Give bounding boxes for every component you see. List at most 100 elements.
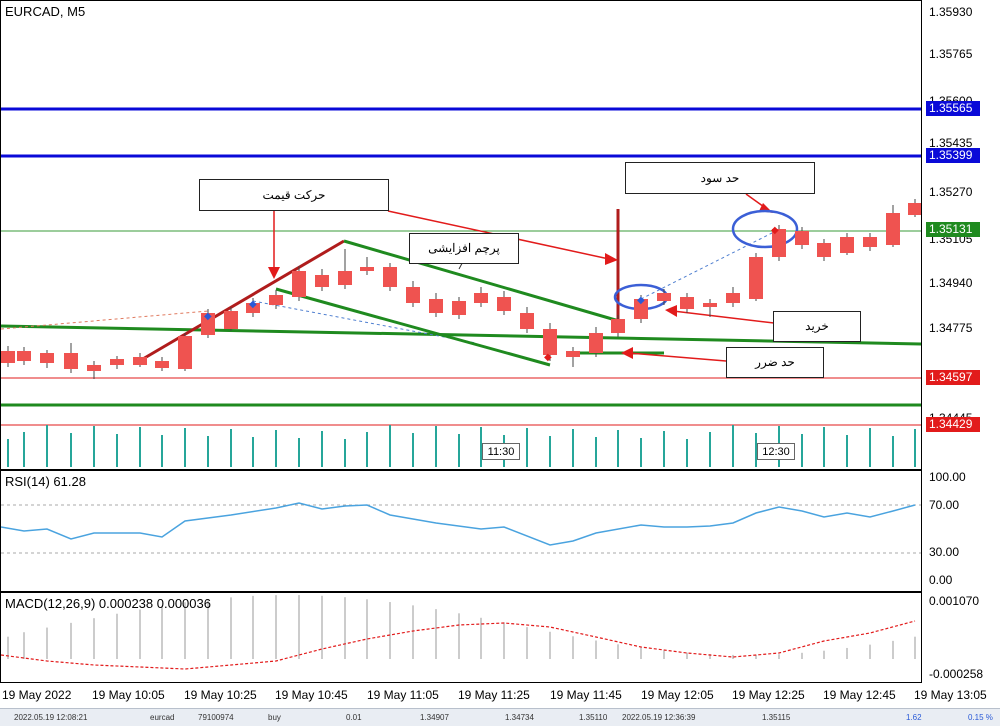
time-label: 19 May 10:25: [184, 688, 257, 702]
flag-upper-line: [343, 239, 620, 323]
volume-bar: [321, 431, 323, 467]
candle-body: [178, 336, 192, 369]
status-percent: 0.15 %: [968, 713, 993, 722]
candle-body: [611, 319, 625, 333]
candle-body: [863, 237, 877, 247]
volume-bar: [617, 430, 619, 467]
macd-title: MACD(12,26,9) 0.000238 0.000036: [5, 596, 211, 611]
candle-body: [726, 293, 740, 303]
time-label: 19 May 2022: [2, 688, 72, 702]
candle-body: [817, 243, 831, 257]
volume-bar: [914, 429, 916, 467]
volume-bar: [275, 430, 277, 467]
status-sl: 1.34734: [505, 713, 534, 722]
volume-bar: [892, 436, 894, 467]
macd-tick: -0.000258: [929, 667, 984, 681]
volume-bar: [480, 427, 482, 467]
volume-bar: [46, 425, 48, 467]
price-tick: 1.35930: [929, 5, 973, 19]
trade-line-current: [640, 230, 777, 300]
price-tag-stop: 1.34597: [926, 370, 980, 385]
price-tag-resistance-upper: 1.35565: [926, 101, 980, 116]
candle-body: [64, 353, 78, 369]
volume-bar: [435, 426, 437, 467]
status-profit: 1.62: [906, 713, 922, 722]
price-tick: 1.35270: [929, 185, 973, 199]
rsi-canvas: [1, 502, 921, 554]
status-open-time: 2022.05.19 12:08:21: [14, 713, 88, 722]
volume-bar: [526, 428, 528, 467]
candle-body: [201, 313, 215, 335]
volume-bar: [207, 436, 209, 467]
candle-body: [383, 267, 397, 287]
volume-bar: [93, 426, 95, 467]
volume-bar: [252, 437, 254, 467]
arrow-stop-loss: [628, 352, 727, 362]
candle-body: [497, 297, 511, 311]
candle-body: [886, 213, 900, 245]
candle-body: [840, 237, 854, 253]
volume-bar: [869, 428, 871, 467]
arrow-buy: [672, 310, 775, 324]
trade-status-bar[interactable]: 2022.05.19 12:08:21 eurcad 79100974 buy …: [0, 708, 1000, 726]
volume-bar: [709, 432, 711, 467]
price-tick: 1.35435: [929, 136, 973, 150]
take-profit-ellipse: [731, 209, 799, 249]
candle-body: [795, 231, 809, 245]
volume-bar: [686, 439, 688, 467]
candle-body: [634, 299, 648, 319]
candle-body: [1, 351, 15, 363]
time-label: 19 May 10:05: [92, 688, 165, 702]
callout-take-profit: حد سود: [625, 162, 815, 194]
candle-body: [269, 295, 283, 305]
macd-canvas: [1, 595, 916, 670]
volume-bar: [298, 438, 300, 467]
status-close-time: 2022.05.19 12:36:39: [622, 713, 696, 722]
price-tag-resistance-lower: 1.35399: [926, 148, 980, 163]
candle-body: [908, 203, 921, 215]
macd-tick: 0.001070: [929, 594, 980, 608]
candle-body: [566, 351, 580, 357]
time-label: 19 May 10:45: [275, 688, 348, 702]
candle-body: [543, 329, 557, 355]
price-tag-take-profit: 1.35131: [926, 222, 980, 237]
volume-bar: [595, 437, 597, 467]
price-axis[interactable]: 1.35930 1.35765 1.35600 1.35435 1.35270 …: [922, 0, 1000, 470]
volume-bar: [755, 433, 757, 467]
candle-body: [315, 275, 329, 287]
callout-bull-flag: پرچم افزایشی: [409, 233, 519, 264]
macd-panel[interactable]: MACD(12,26,9) 0.000238 0.000036: [0, 592, 922, 683]
rsi-panel[interactable]: RSI(14) 61.28: [0, 470, 922, 592]
flagpole-line: [135, 239, 345, 365]
volume-bar: [366, 432, 368, 467]
price-chart-panel[interactable]: ◆ ◆ ◆ ◆ ◆ EURCAD, M5 حرکت قیمت پرچم افزا…: [0, 0, 922, 470]
callout-stop-loss: حد ضرر: [726, 347, 824, 378]
candle-body: [703, 303, 717, 307]
time-label: 19 May 12:05: [641, 688, 714, 702]
price-tag-bid: 1.34429: [926, 417, 980, 432]
rsi-axis: 100.00 70.00 30.00 0.00: [922, 470, 1000, 592]
time-label: 19 May 13:05: [914, 688, 987, 702]
candle-body: [360, 267, 374, 271]
flag-lower-line: [275, 287, 551, 367]
candle-body: [338, 271, 352, 285]
candle-body: [87, 365, 101, 371]
volume-bar: [389, 425, 391, 467]
volume-bar: [139, 427, 141, 467]
volume-bar: [116, 434, 118, 467]
rsi-tick: 0.00: [929, 573, 953, 587]
trendline-green: [1, 324, 921, 346]
buy-marker-icon: ◆: [637, 295, 645, 306]
status-tp: 1.35110: [579, 713, 608, 722]
trade-line-prev: [1, 310, 209, 330]
chart-symbol-title: EURCAD, M5: [5, 4, 86, 19]
rsi-tick: 70.00: [929, 498, 960, 512]
volume-bar: [732, 425, 734, 467]
candle-body: [474, 293, 488, 303]
time-label: 19 May 11:45: [550, 688, 622, 702]
volume-time-label-2: 12:30: [757, 443, 795, 460]
candle-body: [110, 359, 124, 365]
candle-body: [749, 257, 763, 299]
volume-bar: [161, 435, 163, 467]
candle-body: [224, 311, 238, 329]
